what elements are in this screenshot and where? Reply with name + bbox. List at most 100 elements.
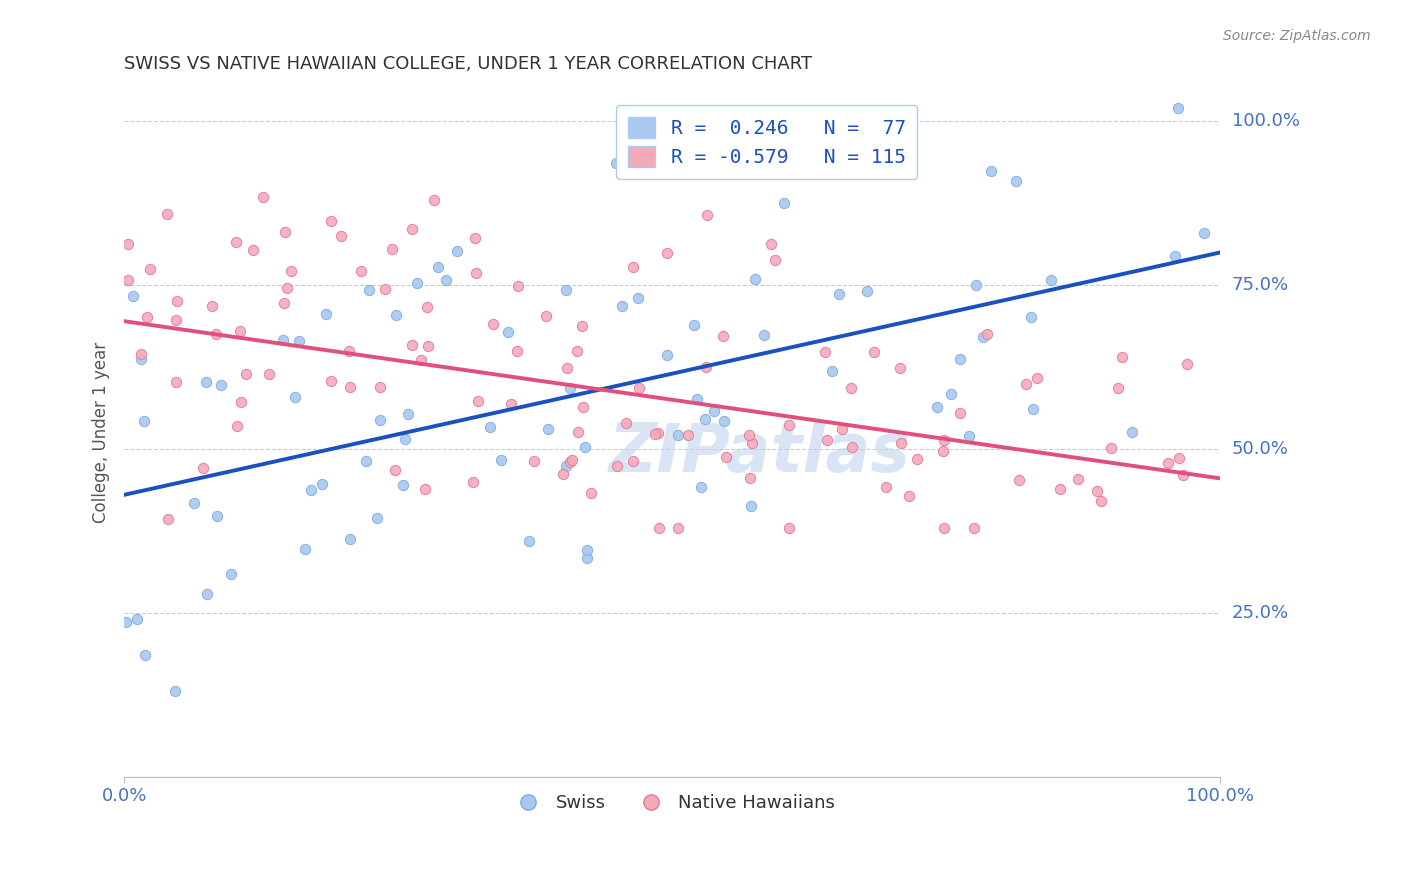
Point <box>319 375 342 389</box>
Point <box>695 360 717 375</box>
Point <box>139 262 162 277</box>
Point <box>537 422 560 436</box>
Point <box>1164 249 1187 263</box>
Point <box>339 532 361 546</box>
Point <box>889 360 911 375</box>
Point <box>354 454 377 468</box>
Point <box>1121 425 1143 439</box>
Point <box>311 477 333 491</box>
Point <box>273 295 295 310</box>
Point <box>368 380 391 394</box>
Text: 100.0%: 100.0% <box>1232 112 1299 130</box>
Point <box>276 281 298 295</box>
Point <box>366 510 388 524</box>
Point <box>156 207 179 221</box>
Point <box>183 496 205 510</box>
Point <box>713 414 735 428</box>
Point <box>394 432 416 446</box>
Text: 50.0%: 50.0% <box>1232 440 1288 458</box>
Point <box>1173 468 1195 483</box>
Point <box>957 429 980 443</box>
Point <box>741 436 763 450</box>
Text: SWISS VS NATIVE HAWAIIAN COLLEGE, UNDER 1 YEAR CORRELATION CHART: SWISS VS NATIVE HAWAIIAN COLLEGE, UNDER … <box>124 55 813 73</box>
Point <box>644 427 666 442</box>
Point <box>827 287 849 301</box>
Point <box>368 413 391 427</box>
Point <box>1111 350 1133 364</box>
Point <box>517 534 540 549</box>
Point <box>274 225 297 239</box>
Point <box>446 244 468 258</box>
Point <box>567 425 589 439</box>
Point <box>165 313 187 327</box>
Text: Source: ZipAtlas.com: Source: ZipAtlas.com <box>1223 29 1371 43</box>
Point <box>678 428 700 442</box>
Point <box>464 266 486 280</box>
Point <box>821 364 844 378</box>
Point <box>385 308 408 322</box>
Point <box>740 499 762 513</box>
Point <box>117 236 139 251</box>
Point <box>627 291 650 305</box>
Point <box>693 412 716 426</box>
Point <box>932 443 955 458</box>
Point <box>657 246 679 260</box>
Point <box>229 395 252 409</box>
Point <box>657 348 679 362</box>
Point <box>778 520 800 534</box>
Point <box>555 458 578 473</box>
Point <box>235 367 257 381</box>
Point <box>554 283 576 297</box>
Point <box>610 299 633 313</box>
Point <box>434 273 457 287</box>
Point <box>134 414 156 428</box>
Point <box>225 419 247 434</box>
Point <box>209 378 232 392</box>
Point <box>416 301 439 315</box>
Point <box>288 334 311 349</box>
Point <box>401 221 423 235</box>
Point <box>778 417 800 432</box>
Point <box>427 260 450 274</box>
Point <box>496 325 519 339</box>
Point <box>156 512 179 526</box>
Point <box>225 235 247 249</box>
Point <box>711 329 734 343</box>
Point <box>744 272 766 286</box>
Point <box>561 452 583 467</box>
Point <box>1015 377 1038 392</box>
Point <box>252 190 274 204</box>
Point <box>905 451 928 466</box>
Point <box>489 453 512 467</box>
Point <box>1192 226 1215 240</box>
Point <box>330 229 353 244</box>
Point <box>606 458 628 473</box>
Point <box>572 400 595 414</box>
Point <box>972 330 994 344</box>
Point <box>614 417 637 431</box>
Point <box>506 344 529 359</box>
Point <box>242 243 264 257</box>
Point <box>575 543 598 558</box>
Point <box>814 344 837 359</box>
Point <box>131 346 153 360</box>
Point <box>627 381 650 395</box>
Point <box>166 294 188 309</box>
Point <box>411 353 433 368</box>
Point <box>574 440 596 454</box>
Point <box>648 520 671 534</box>
Point <box>350 263 373 277</box>
Point <box>703 403 725 417</box>
Point <box>406 276 429 290</box>
Point <box>666 428 689 442</box>
Point <box>134 648 156 662</box>
Point <box>605 156 627 170</box>
Point <box>889 435 911 450</box>
Point <box>464 231 486 245</box>
Point <box>416 339 439 353</box>
Point <box>841 381 863 395</box>
Text: 75.0%: 75.0% <box>1232 277 1289 294</box>
Point <box>738 471 761 485</box>
Point <box>841 440 863 454</box>
Point <box>284 390 307 404</box>
